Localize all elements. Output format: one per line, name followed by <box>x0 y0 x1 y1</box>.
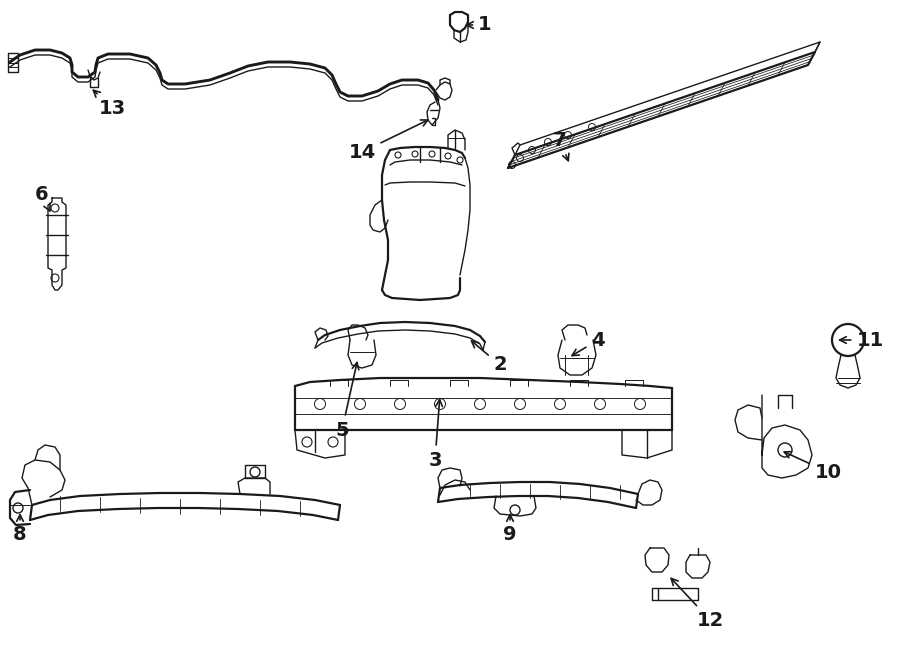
Text: 14: 14 <box>348 120 428 161</box>
Text: 1: 1 <box>466 15 491 34</box>
Text: 4: 4 <box>572 330 605 356</box>
Text: 7: 7 <box>554 130 569 161</box>
Text: 5: 5 <box>335 362 359 440</box>
Text: 8: 8 <box>14 515 27 545</box>
Text: 3: 3 <box>428 400 443 469</box>
Text: 13: 13 <box>94 90 126 118</box>
Text: 11: 11 <box>840 330 884 350</box>
Text: 6: 6 <box>35 186 50 211</box>
Text: 2: 2 <box>472 341 507 375</box>
Text: 12: 12 <box>671 578 724 629</box>
Text: 10: 10 <box>784 451 842 481</box>
Text: 9: 9 <box>503 515 517 545</box>
